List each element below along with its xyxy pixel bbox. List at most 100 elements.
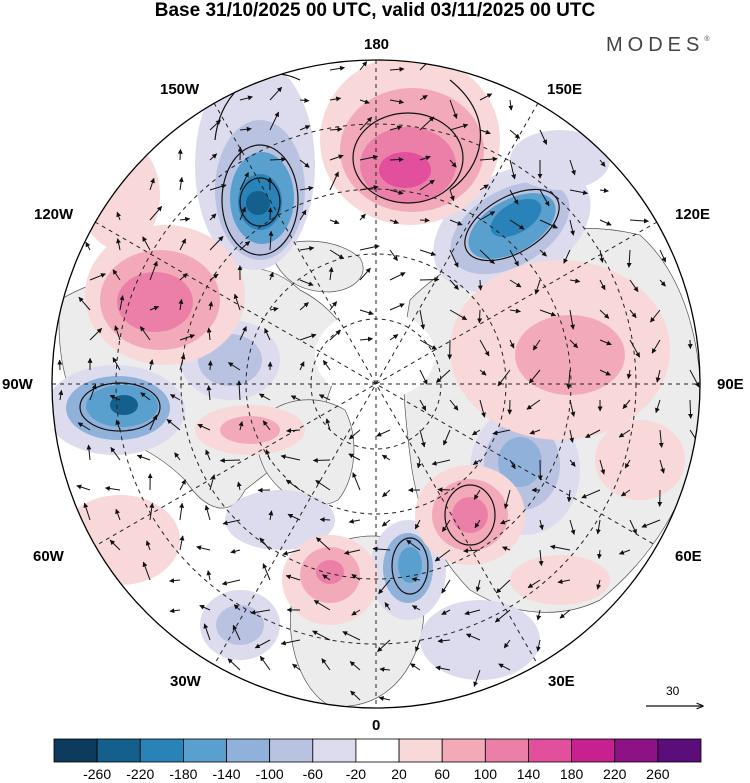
wind-vector-arrow	[110, 446, 121, 461]
wind-vector-arrow	[538, 519, 544, 531]
colorbar-swatch	[484, 738, 529, 763]
wind-vector-arrow	[269, 111, 280, 131]
wind-vector-arrow	[269, 157, 287, 162]
wind-vector-arrow	[508, 99, 514, 111]
wind-vector-arrow	[629, 519, 637, 535]
wind-vector-arrow	[569, 459, 576, 467]
wind-vector-arrow	[569, 399, 576, 417]
wind-vector-arrow	[550, 544, 571, 551]
wind-vector-arrow	[329, 219, 340, 225]
wind-vector-arrow	[629, 218, 649, 224]
wind-vector-arrow	[206, 385, 212, 401]
wind-vector-arrow	[538, 549, 544, 567]
wind-vector-arrow	[318, 394, 331, 401]
colorbar-swatch	[614, 738, 659, 763]
wind-vector-arrow	[449, 159, 457, 168]
wind-vector-arrow	[569, 309, 576, 330]
colorbar-tick-label: -180	[169, 766, 198, 782]
wind-vector-arrow	[415, 639, 421, 652]
wind-vector-arrow	[149, 414, 158, 431]
wind-vector-arrow	[209, 474, 216, 491]
wind-vector-arrow	[419, 339, 438, 350]
wind-vector-arrow	[321, 658, 331, 671]
wind-vector-arrow	[479, 184, 489, 191]
wind-vector-arrow	[622, 399, 631, 409]
wind-vector-arrow	[474, 519, 481, 529]
wind-vector-arrow	[349, 661, 361, 671]
wind-vector-arrow	[658, 429, 664, 448]
wind-vector-arrow	[378, 579, 391, 595]
wind-vector-arrow	[436, 369, 451, 383]
wind-vector-arrow	[379, 666, 391, 672]
wind-vector-arrow	[434, 549, 451, 562]
wind-vector-arrow	[629, 279, 639, 293]
wind-vector-arrow	[359, 244, 380, 251]
wind-vector-arrow	[148, 359, 154, 371]
wind-vector-arrow	[179, 354, 186, 371]
wind-vector-arrow	[382, 489, 391, 498]
wind-vector-arrow	[359, 185, 379, 191]
wind-vector-arrow	[329, 171, 339, 191]
wind-vector-arrow	[618, 549, 631, 555]
wind-vector-arrow	[449, 219, 463, 226]
wind-vector-arrow	[239, 240, 251, 251]
wind-vector-arrow	[285, 479, 301, 491]
wind-vector-arrow	[463, 548, 481, 554]
wind-vector-arrow	[116, 211, 122, 221]
wind-vector-arrow	[209, 213, 217, 221]
wind-vector-arrow	[595, 519, 601, 535]
wind-vector-arrow	[381, 519, 391, 527]
reference-vector-label: 30	[666, 684, 680, 698]
lon-label-90e: 90E	[717, 376, 744, 393]
wind-vector-arrow	[299, 246, 315, 251]
wind-vector-arrow	[559, 609, 571, 619]
wind-vector-arrow	[299, 302, 309, 311]
lon-label-0: 0	[372, 717, 381, 734]
wind-vector-arrow	[116, 238, 121, 251]
wind-vector-arrow	[389, 99, 405, 105]
wind-vector-arrow	[351, 609, 361, 616]
wind-vector-arrow	[492, 429, 511, 436]
wind-vector-arrow	[477, 279, 483, 291]
colorbar-swatch	[182, 738, 227, 763]
wind-vector-arrow	[359, 213, 366, 221]
wind-vector-arrow	[239, 206, 246, 221]
colorbar-tick-label: 180	[559, 766, 584, 782]
wind-vector-arrow	[282, 549, 301, 556]
colorbar-tick-label: 20	[391, 766, 407, 782]
wind-vector-arrow	[290, 395, 301, 401]
wind-vector-arrow	[443, 429, 451, 446]
wind-vector-arrow	[620, 489, 631, 497]
wind-vector-arrow	[406, 539, 421, 551]
wind-vector-arrow	[389, 189, 404, 195]
pole-region	[315, 310, 435, 400]
colorbar-tick-label: -220	[126, 766, 155, 782]
wind-vector-arrow	[419, 116, 435, 131]
wind-vector-arrow	[89, 328, 103, 341]
wind-vector-arrow	[269, 306, 279, 312]
wind-vector-arrow	[599, 339, 612, 346]
wind-vector-arrow	[264, 328, 271, 341]
wind-vector-arrow	[441, 609, 451, 615]
wind-vector-arrow	[526, 399, 541, 410]
wind-vector-arrow	[659, 249, 667, 263]
wind-vector-arrow	[299, 333, 317, 341]
wind-vector-arrow	[230, 548, 241, 554]
wind-vector-arrow	[655, 369, 661, 383]
wind-vector-arrow	[285, 574, 301, 581]
wind-vector-arrow	[268, 230, 274, 251]
colorbar-tick-label: -60	[302, 766, 323, 782]
wind-vector-arrow	[109, 394, 121, 401]
wind-vector-arrow	[359, 309, 374, 316]
wind-vector-arrow	[569, 339, 579, 349]
colorbar-swatch	[571, 738, 616, 763]
wind-vector-arrow	[539, 129, 548, 145]
colorbar-tick-label: -140	[212, 766, 241, 782]
wind-vector-arrow	[233, 293, 241, 311]
wind-vector-arrow	[659, 279, 666, 287]
wind-vector-arrow	[145, 540, 151, 551]
wind-vector-arrow	[83, 502, 91, 521]
wind-vector-arrow	[329, 249, 345, 260]
wind-vector-arrow	[142, 236, 151, 251]
map-title: Base 31/10/2025 00 UTC, valid 03/11/2025…	[154, 0, 596, 21]
